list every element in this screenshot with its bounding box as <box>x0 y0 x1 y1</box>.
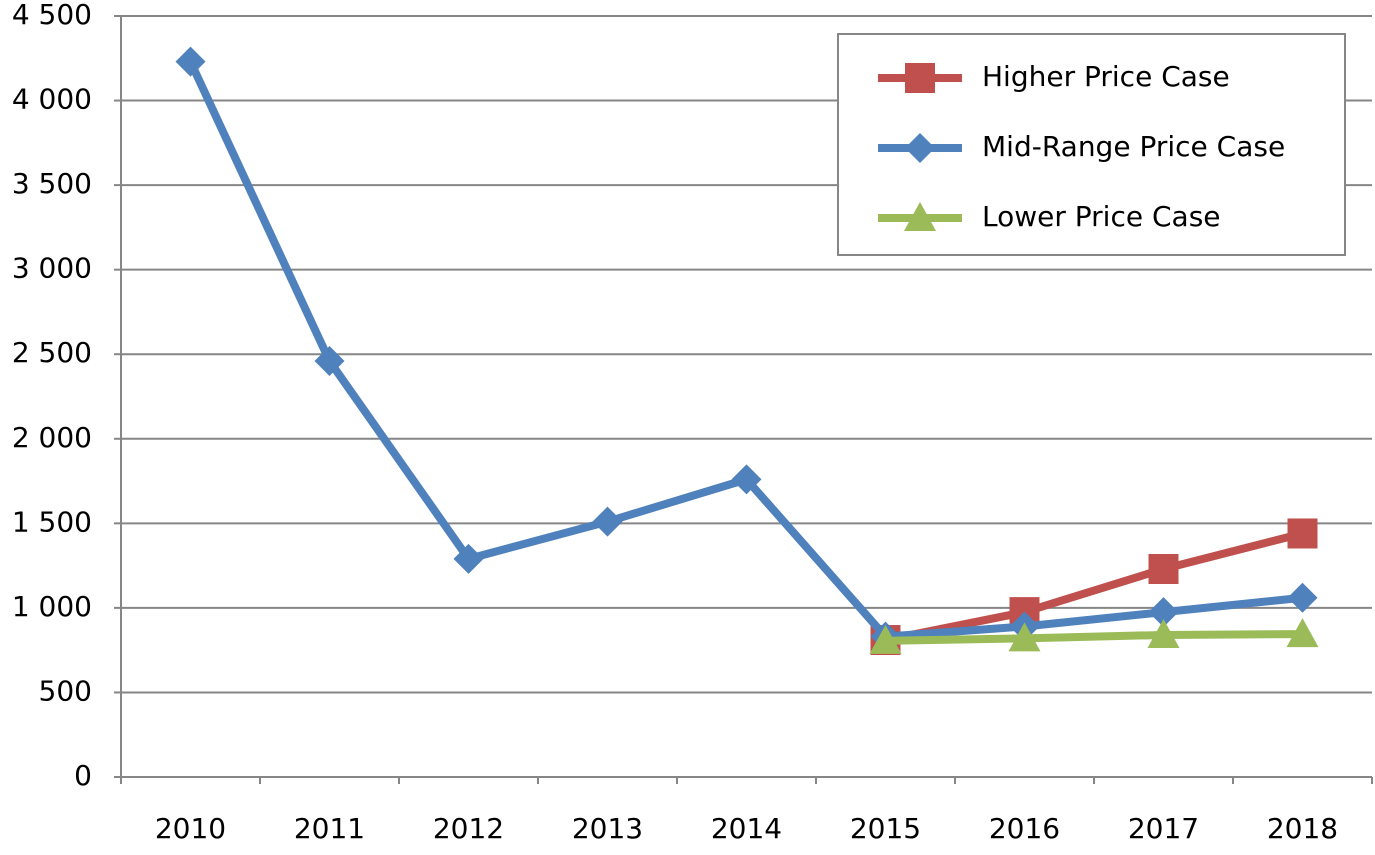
y-tick-label: 3 500 <box>12 167 92 200</box>
data-point <box>453 543 484 574</box>
series-line <box>884 529 1304 644</box>
legend-label: Higher Price Case <box>982 60 1230 93</box>
x-tick-label: 2018 <box>1267 812 1338 845</box>
y-tick-label: 4 000 <box>12 83 92 116</box>
data-point <box>1286 618 1319 648</box>
x-tick-label: 2016 <box>989 812 1060 845</box>
y-tick-label: 2 000 <box>12 421 92 454</box>
x-tick-label: 2011 <box>294 812 365 845</box>
data-point <box>175 46 206 77</box>
y-tick-label: 1 500 <box>12 505 92 538</box>
x-tick-label: 2015 <box>850 812 921 845</box>
data-point <box>1008 622 1041 652</box>
y-tick-label: 0 <box>74 759 92 792</box>
y-tick-label: 2 500 <box>12 336 92 369</box>
data-point <box>1148 597 1179 628</box>
y-tick-label: 4 500 <box>12 0 92 31</box>
legend-marker <box>905 133 935 163</box>
legend-label: Mid-Range Price Case <box>982 130 1285 163</box>
data-point <box>592 506 623 537</box>
y-tick-label: 500 <box>39 674 92 707</box>
x-tick-label: 2013 <box>572 812 643 845</box>
y-tick-label: 1 000 <box>12 590 92 623</box>
data-point <box>314 345 345 376</box>
x-tick-label: 2014 <box>711 812 782 845</box>
data-point <box>1287 582 1318 613</box>
legend-marker <box>905 63 935 93</box>
x-tick-label: 2017 <box>1128 812 1199 845</box>
series-line <box>885 630 1303 645</box>
y-tick-label: 3 000 <box>12 252 92 285</box>
data-point <box>731 464 762 495</box>
data-point <box>1148 553 1179 584</box>
x-tick-label: 2010 <box>155 812 226 845</box>
data-point <box>1287 518 1318 549</box>
legend-marker <box>904 202 936 231</box>
data-point <box>869 624 902 654</box>
data-point <box>1147 618 1180 648</box>
legend-label: Lower Price Case <box>982 200 1221 233</box>
x-tick-label: 2012 <box>433 812 504 845</box>
